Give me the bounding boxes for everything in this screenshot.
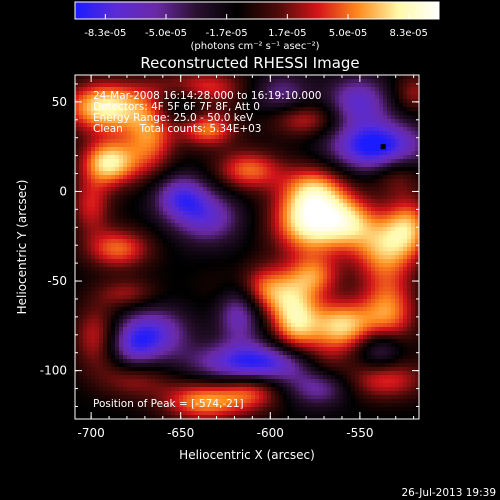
annotation-detectors: Detectors: 4F 5F 6F 7F 8F, Att 0 <box>93 101 260 113</box>
peak-marker <box>380 144 386 150</box>
plot-frame <box>74 74 420 420</box>
chart-title: Reconstructed RHESSI Image <box>140 54 359 72</box>
colorbar-units-label: (photons cm⁻² s⁻¹ asec⁻²) <box>190 41 319 52</box>
colorbar-tick-label: -8.3e-05 <box>84 28 126 39</box>
plot-area <box>74 74 420 420</box>
y-axis-tick-label: 50 <box>52 95 67 109</box>
x-axis-label: Heliocentric X (arcsec) <box>179 448 315 462</box>
colorbar <box>74 1 440 20</box>
annotation-clean-counts: Clean Total counts: 5.34E+03 <box>93 123 262 135</box>
y-axis-tick-label: -50 <box>47 274 67 288</box>
y-axis: 50 0 -50 -100 <box>40 83 419 407</box>
x-axis: -700 -650 -600 -550 <box>78 75 415 440</box>
colorbar-tick-label: 8.3e-05 <box>389 28 427 39</box>
colorbar-tick-label: -1.7e-05 <box>206 28 248 39</box>
y-axis-label: Heliocentric Y (arcsec) <box>15 180 29 315</box>
y-axis-tick-label: -100 <box>40 364 67 378</box>
annotation-energy-range: Energy Range: 25.0 - 50.0 keV <box>93 112 254 124</box>
annotation-time-range: 24-Mar-2008 16:14:28.000 to 16:19:10.000 <box>93 90 321 102</box>
rhessi-heatmap <box>75 75 419 419</box>
x-axis-tick-label: -550 <box>346 426 373 440</box>
colorbar-tick-label: 1.7e-05 <box>268 28 306 39</box>
footer-timestamp: 26-Jul-2013 19:39 <box>401 487 496 499</box>
colorbar-ticks: -8.3e-05 -5.0e-05 -1.7e-05 1.7e-05 5.0e-05 8.… <box>84 14 428 39</box>
y-axis-tick-label: 0 <box>59 184 67 198</box>
colorbar-tick-label: -5.0e-05 <box>145 28 187 39</box>
x-axis-tick-label: -700 <box>78 426 105 440</box>
x-axis-tick-label: -650 <box>167 426 194 440</box>
colorbar-tick-label: 5.0e-05 <box>329 28 367 39</box>
x-axis-tick-label: -600 <box>257 426 284 440</box>
annotation-peak-position: Position of Peak = [-574,-21] <box>93 398 244 410</box>
